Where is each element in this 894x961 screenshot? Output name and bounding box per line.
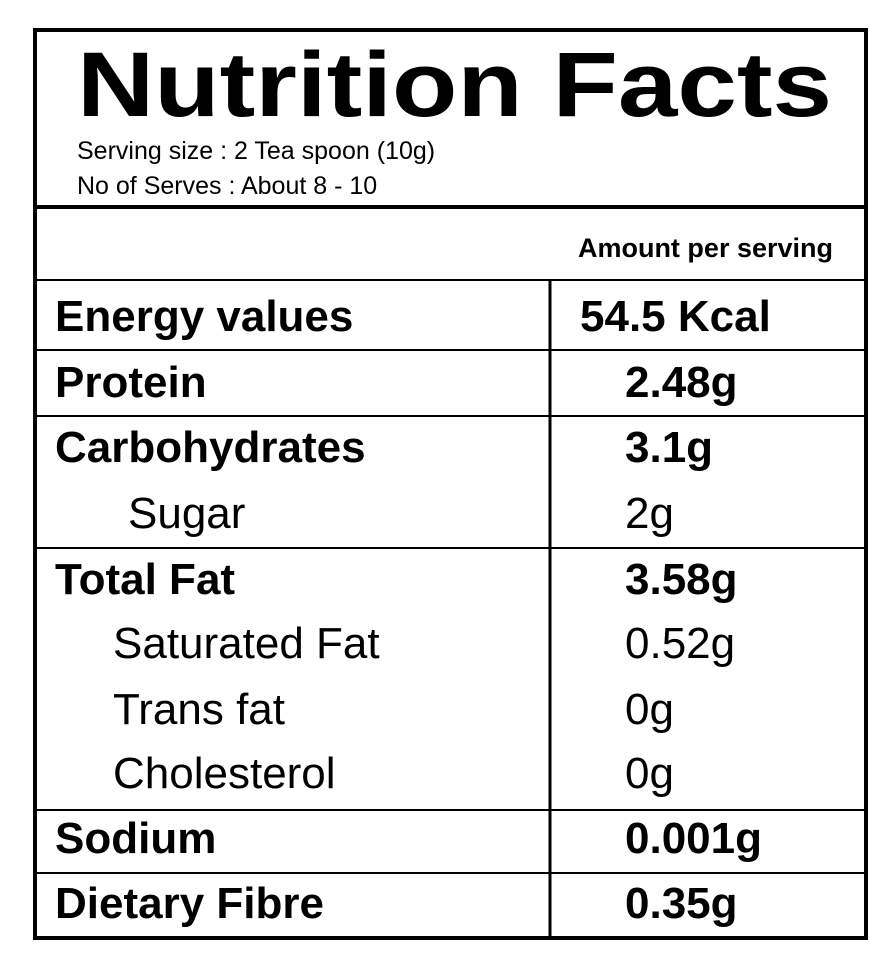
row-label: Carbohydrates bbox=[55, 423, 366, 472]
row-value: 54.5 Kcal bbox=[580, 292, 771, 341]
row-value: 3.1g bbox=[625, 423, 713, 472]
servings: No of Serves : About 8 - 10 bbox=[77, 172, 377, 200]
row-label: Dietary Fibre bbox=[55, 879, 324, 928]
row-label: Sodium bbox=[55, 814, 216, 863]
row-value: 0.35g bbox=[625, 879, 738, 928]
row-label: Saturated Fat bbox=[113, 619, 380, 668]
label-border bbox=[33, 28, 868, 940]
column-header: Amount per serving bbox=[578, 233, 833, 263]
serving-size: Serving size : 2 Tea spoon (10g) bbox=[77, 137, 435, 165]
row-value: 0.001g bbox=[625, 814, 762, 863]
title: Nutrition Facts bbox=[77, 34, 832, 136]
row-value: 3.58g bbox=[625, 555, 738, 604]
row-label: Total Fat bbox=[55, 555, 235, 604]
row-value: 0g bbox=[625, 749, 674, 798]
row-label: Protein bbox=[55, 358, 207, 407]
row-value: 2g bbox=[625, 489, 674, 538]
row-label: Energy values bbox=[55, 292, 353, 341]
row-value: 0.52g bbox=[625, 619, 735, 668]
row-label: Sugar bbox=[128, 489, 245, 538]
row-value: 2.48g bbox=[625, 358, 738, 407]
row-label: Trans fat bbox=[113, 685, 285, 734]
row-label: Cholesterol bbox=[113, 749, 336, 798]
row-value: 0g bbox=[625, 685, 674, 734]
